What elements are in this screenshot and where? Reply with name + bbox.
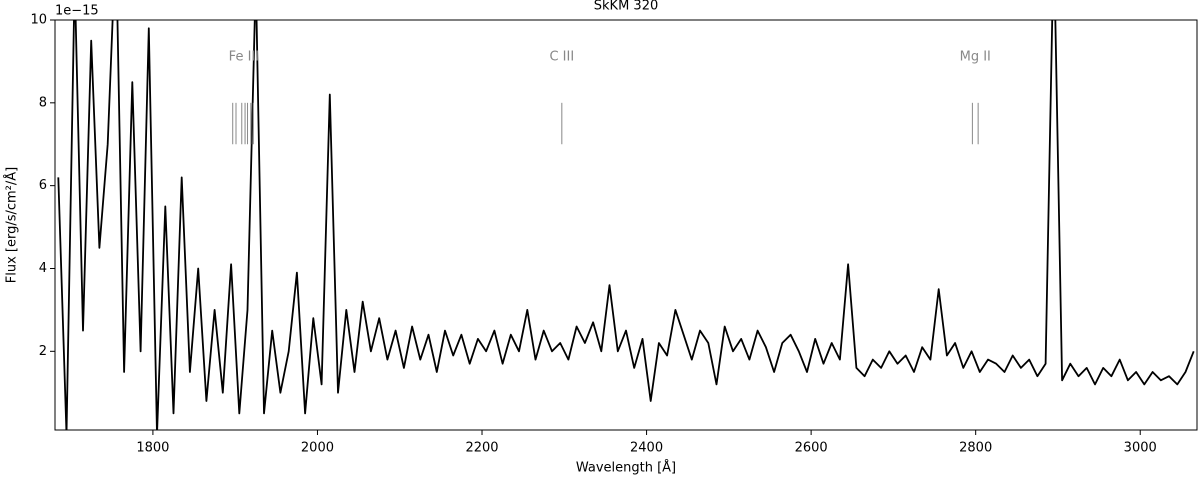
marker-label: Fe III [229,49,259,64]
x-tick-label: 2200 [465,441,498,456]
chart-title: SkKM 320 [594,0,658,14]
x-tick-label: 2800 [959,441,992,456]
y-tick-label: 4 [39,261,47,276]
y-tick-label: 6 [39,178,47,193]
marker-label: Mg II [960,49,991,64]
x-axis-label: Wavelength [Å] [576,460,676,476]
x-tick-label: 3000 [1124,441,1157,456]
y-offset-text: 1e−15 [55,4,99,19]
y-tick-label: 8 [39,95,47,110]
x-tick-label: 2400 [630,441,663,456]
spectrum-line [57,20,1195,430]
x-tick-label: 2600 [795,441,828,456]
marker-label: C III [549,49,574,64]
y-tick-label: 2 [39,344,47,359]
plot-area [57,20,1195,430]
y-axis-label: Flux [erg/s/cm²/Å] [4,167,20,284]
plot-frame [54,19,1198,431]
y-tick-label: 10 [30,13,47,28]
x-tick-label: 2000 [301,441,334,456]
x-tick-label: 1800 [136,441,169,456]
